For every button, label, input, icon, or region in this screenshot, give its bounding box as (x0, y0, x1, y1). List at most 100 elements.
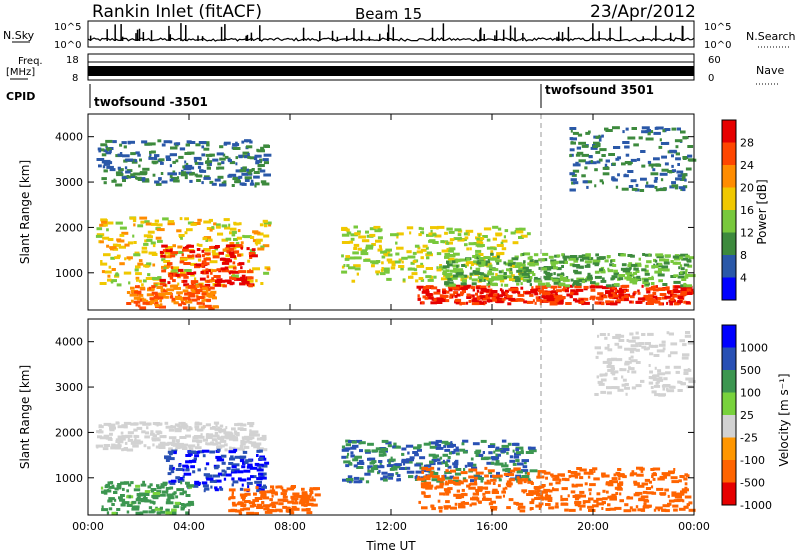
range-gate-cell (482, 296, 491, 300)
range-gate-cell (268, 223, 272, 227)
range-gate-cell (503, 261, 507, 265)
range-gate-cell (209, 228, 213, 232)
range-gate-cell (516, 470, 523, 474)
range-gate-cell (670, 290, 675, 294)
range-gate-cell (231, 463, 240, 467)
range-gate-cell (655, 285, 658, 289)
range-gate-cell (477, 276, 484, 280)
range-gate-cell (423, 494, 426, 498)
range-gate-cell (216, 152, 224, 156)
range-gate-cell (465, 265, 467, 268)
range-gate-cell (450, 441, 453, 445)
colorbar-swatch (722, 460, 736, 483)
range-gate-cell (565, 302, 572, 305)
range-gate-cell (523, 260, 526, 264)
range-gate-cell (177, 480, 182, 483)
range-gate-cell (165, 249, 173, 253)
range-gate-cell (358, 235, 366, 239)
range-gate-cell (430, 229, 433, 233)
range-gate-cell (672, 255, 678, 259)
colorbar-swatch (722, 347, 736, 371)
range-gate-cell (139, 158, 142, 162)
range-gate-cell (255, 161, 260, 165)
range-gate-cell (203, 489, 206, 493)
range-gate-cell (128, 281, 131, 285)
range-gate-cell (246, 145, 253, 149)
range-gate-cell (642, 490, 648, 494)
range-gate-cell (121, 141, 127, 145)
range-gate-cell (588, 509, 593, 512)
range-gate-cell (656, 487, 664, 491)
range-gate-cell (177, 282, 180, 286)
range-gate-cell (539, 475, 545, 479)
range-gate-cell (283, 489, 288, 493)
range-gate-cell (160, 282, 166, 286)
range-gate-cell (154, 301, 159, 305)
range-gate-cell (517, 462, 524, 466)
range-gate-cell (617, 388, 624, 392)
range-gate-cell (582, 256, 590, 260)
range-gate-cell (487, 299, 490, 303)
range-gate-cell (126, 448, 134, 452)
range-gate-cell (631, 386, 637, 390)
range-gate-cell (666, 331, 670, 335)
range-gate-cell (573, 127, 577, 130)
range-gate-cell (484, 262, 488, 266)
range-gate-cell (418, 233, 422, 237)
range-gate-cell (490, 478, 497, 482)
range-gate-cell (508, 269, 512, 273)
range-gate-cell (190, 281, 196, 285)
range-gate-cell (154, 154, 160, 158)
range-gate-cell (572, 495, 581, 498)
range-gate-cell (612, 336, 619, 339)
range-gate-cell (346, 455, 349, 459)
range-gate-cell (685, 273, 690, 277)
range-gate-cell (231, 437, 238, 441)
range-gate-cell (422, 295, 427, 299)
range-gate-cell (257, 484, 261, 488)
range-gate-cell (515, 227, 523, 231)
range-gate-cell (259, 158, 263, 162)
range-gate-cell (641, 284, 644, 288)
range-gate-cell (256, 463, 264, 467)
range-gate-cell (618, 277, 624, 281)
range-gate-cell (652, 295, 658, 299)
range-gate-cell (581, 174, 586, 178)
range-gate-cell (653, 508, 657, 512)
range-gate-cell (575, 153, 581, 157)
range-gate-cell (641, 345, 647, 349)
range-gate-cell (456, 293, 461, 297)
range-gate-cell (628, 357, 631, 361)
range-gate-cell (579, 494, 586, 498)
range-gate-cell (488, 264, 492, 268)
range-gate-cell (564, 508, 569, 512)
range-gate-cell (544, 267, 552, 271)
range-gate-cell (196, 243, 200, 247)
range-gate-cell (553, 299, 559, 303)
range-gate-cell (98, 164, 102, 168)
range-gate-cell (148, 510, 155, 514)
range-gate-cell (576, 467, 582, 470)
range-gate-cell (431, 478, 439, 482)
nsearch-tick-bottom: 10^0 (704, 40, 731, 51)
range-gate-cell (607, 483, 614, 487)
range-gate-cell (466, 484, 471, 488)
range-gate-cell (454, 298, 459, 302)
range-gate-cell (501, 448, 510, 451)
range-gate-cell (233, 238, 238, 241)
power-data-cells (95, 126, 697, 310)
range-gate-cell (364, 472, 371, 476)
range-gate-cell (178, 268, 184, 272)
range-gate-cell (123, 271, 132, 275)
range-gate-cell (160, 485, 165, 489)
range-gate-cell (525, 451, 534, 454)
range-gate-cell (117, 483, 122, 486)
range-gate-cell (179, 273, 188, 277)
range-gate-cell (110, 280, 114, 284)
range-gate-cell (396, 478, 399, 482)
range-gate-cell (260, 245, 265, 249)
range-gate-cell (588, 488, 592, 492)
range-gate-cell (290, 495, 295, 499)
range-gate-cell (487, 270, 492, 274)
range-gate-cell (561, 497, 569, 501)
